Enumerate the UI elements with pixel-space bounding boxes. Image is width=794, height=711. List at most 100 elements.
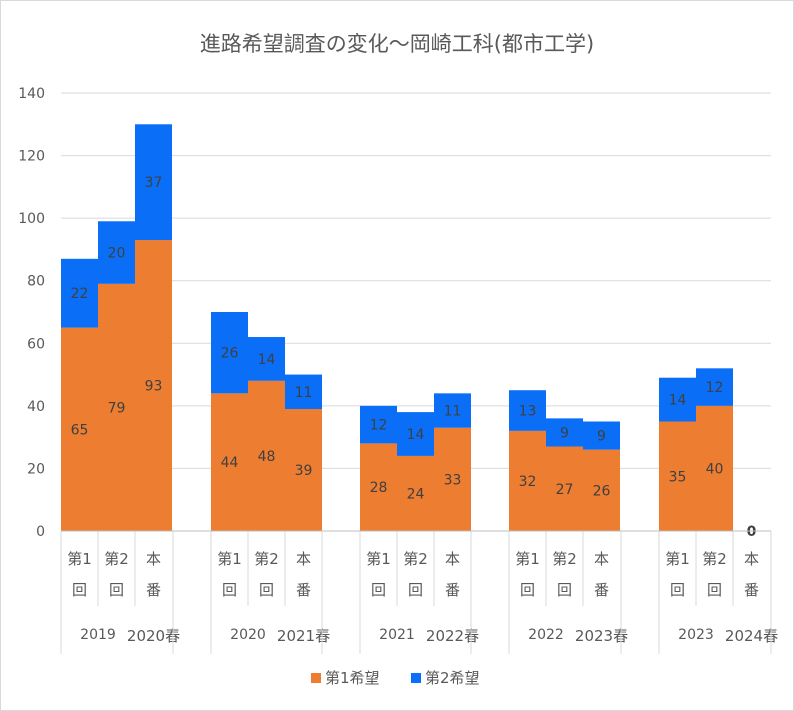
x-category-label-line1: 第2 — [254, 550, 279, 568]
x-spring-label: 2022春 — [426, 627, 479, 645]
y-tick-label: 140 — [18, 86, 45, 102]
bar-first-choice — [360, 443, 397, 531]
data-label-second-choice: 13 — [519, 404, 537, 420]
data-label-first-choice: 40 — [706, 461, 724, 477]
bar-second-choice — [397, 412, 434, 456]
data-label-first-choice: 24 — [407, 486, 425, 502]
bar-first-choice — [509, 430, 546, 531]
x-category-label-line1: 第1 — [665, 550, 690, 568]
x-category-label-line1: 本 — [296, 550, 311, 568]
data-label-first-choice: 48 — [258, 449, 276, 465]
x-year-label: 2019 — [80, 627, 116, 643]
bars: 65 22 79 20 93 37 44 26 48 14 39 11 28 12 24 14 33 11 32 13… — [61, 124, 757, 540]
x-category-label-line1: 本 — [445, 550, 460, 568]
x-category-label-line2: 回 — [520, 581, 535, 599]
data-label-second-choice: 14 — [669, 393, 687, 409]
y-tick-label: 60 — [27, 336, 45, 352]
bar-first-choice — [659, 421, 696, 531]
bar-first-choice — [248, 380, 285, 531]
x-category-label-line2: 回 — [109, 581, 124, 599]
x-category-label-line1: 第1 — [366, 550, 391, 568]
x-category-label-line2: 番 — [445, 581, 460, 599]
x-spring-label: 2021春 — [277, 627, 330, 645]
x-category-label-line1: 本 — [744, 550, 759, 568]
bar-second-choice — [135, 124, 172, 241]
bar-first-choice — [135, 240, 172, 532]
x-category-label-line1: 第1 — [67, 550, 92, 568]
bar-second-choice — [98, 221, 135, 284]
data-label-first-choice: 93 — [145, 379, 163, 395]
legend-swatch — [411, 673, 421, 683]
data-label-second-choice: 9 — [560, 425, 569, 441]
x-category-label-line1: 本 — [594, 550, 609, 568]
y-tick-label: 0 — [36, 524, 45, 540]
x-category-label-line2: 回 — [707, 581, 722, 599]
data-label-second-choice: 22 — [71, 286, 89, 302]
x-category-label-line2: 回 — [557, 581, 572, 599]
data-label-first-choice: 32 — [519, 474, 537, 490]
x-category-label-line1: 第2 — [403, 550, 428, 568]
x-category-label-line2: 回 — [72, 581, 87, 599]
x-category-label-line2: 回 — [222, 581, 237, 599]
bar-second-choice — [583, 421, 620, 450]
data-label-first-choice: 65 — [71, 422, 89, 438]
data-label-first-choice: 35 — [669, 469, 687, 485]
x-category-label-line1: 本 — [146, 550, 161, 568]
x-spring-label: 2023春 — [575, 627, 628, 645]
bar-second-choice — [248, 337, 285, 381]
x-category-label-line2: 回 — [371, 581, 386, 599]
x-category-label-line2: 番 — [296, 581, 311, 599]
data-label-second-choice: 11 — [444, 404, 462, 420]
data-label-second-choice: 12 — [370, 418, 388, 434]
data-label-first-choice: 28 — [370, 480, 388, 496]
bar-second-choice — [211, 312, 248, 394]
bar-second-choice — [659, 377, 696, 422]
bar-first-choice — [61, 327, 98, 531]
x-category-label-line1: 第2 — [104, 550, 129, 568]
bar-first-choice — [98, 283, 135, 531]
bar-second-choice — [509, 390, 546, 431]
x-spring-label: 2024春 — [725, 627, 778, 645]
bar-second-choice — [285, 374, 322, 409]
x-category-label-line1: 第2 — [552, 550, 577, 568]
legend-swatch — [311, 673, 321, 683]
legend-label: 第2希望 — [425, 669, 480, 687]
y-tick-label: 40 — [27, 399, 45, 415]
chart-title: 進路希望調査の変化～岡崎工科(都市工学) — [200, 32, 594, 56]
data-label-second-choice: 9 — [597, 429, 606, 445]
y-tick-label: 20 — [27, 461, 45, 477]
bar-second-choice — [546, 418, 583, 447]
y-tick-label: 100 — [18, 211, 45, 227]
bar-first-choice — [397, 455, 434, 531]
x-year-label: 2021 — [379, 627, 415, 643]
y-axis: 0 20 40 60 80 100 120 140 — [18, 86, 45, 540]
legend-label: 第1希望 — [325, 669, 380, 687]
gridlines — [61, 92, 771, 532]
data-label-second-choice: 12 — [706, 380, 724, 396]
data-label-second-choice: 37 — [145, 175, 163, 191]
x-category-label-line1: 第1 — [217, 550, 242, 568]
x-year-label: 2022 — [528, 627, 564, 643]
bar-first-choice — [546, 446, 583, 531]
data-label-first-choice: 26 — [593, 483, 611, 499]
x-spring-label: 2020春 — [127, 627, 180, 645]
data-label-first-choice: 79 — [108, 400, 126, 416]
bar-second-choice — [434, 393, 471, 428]
bar-second-choice — [696, 368, 733, 406]
data-label-first-choice: 27 — [556, 482, 574, 498]
bar-second-choice — [61, 258, 98, 328]
bar-first-choice — [434, 427, 471, 531]
x-category-label-line2: 番 — [146, 581, 161, 599]
bar-first-choice — [211, 393, 248, 531]
data-label-second-choice: 11 — [295, 385, 313, 401]
x-category-label-line2: 回 — [670, 581, 685, 599]
data-label-second-choice: 14 — [407, 427, 425, 443]
bar-first-choice — [285, 408, 322, 531]
x-year-label: 2023 — [678, 627, 714, 643]
data-label-second-choice: 26 — [221, 346, 239, 362]
x-category-label-line2: 回 — [408, 581, 423, 599]
data-label-second-choice: 14 — [258, 352, 276, 368]
